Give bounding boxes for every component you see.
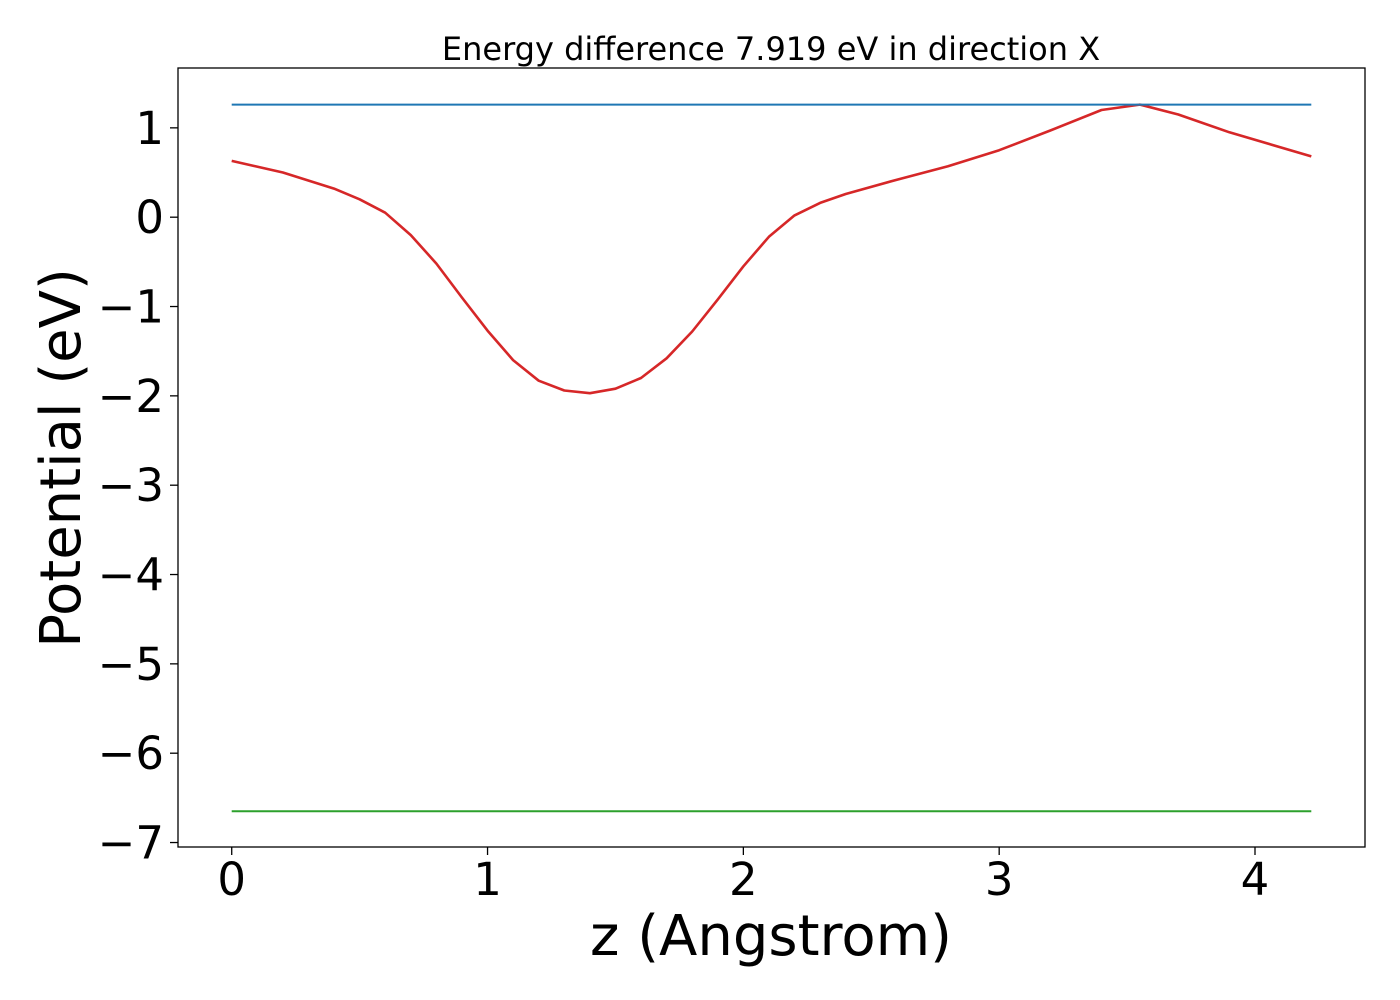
y-axis-label: Potential (eV) xyxy=(29,268,94,648)
x-tick-label: 0 xyxy=(217,853,246,906)
y-tick-label: −3 xyxy=(98,459,164,512)
y-tick-label: 0 xyxy=(135,191,164,244)
y-tick-label: −5 xyxy=(98,638,164,691)
series-line-0 xyxy=(231,103,1312,395)
chart-title: Energy difference 7.919 eV in direction … xyxy=(442,30,1100,68)
y-axis: 1 0 −1 −2 −3 −4 −5 −6 −7 xyxy=(98,102,178,870)
x-tick-label: 2 xyxy=(729,853,758,906)
series-layer xyxy=(231,103,1312,813)
x-axis: 0 1 2 3 4 xyxy=(217,847,1269,906)
y-tick-label: −7 xyxy=(98,817,164,870)
x-tick-label: 4 xyxy=(1241,853,1270,906)
x-tick-label: 1 xyxy=(473,853,502,906)
x-axis-label: z (Angstrom) xyxy=(590,904,952,969)
y-tick-label: −2 xyxy=(98,370,164,423)
y-tick-label: −4 xyxy=(98,549,164,602)
plot-frame xyxy=(177,67,1366,848)
y-tick-label: 1 xyxy=(135,102,164,155)
y-tick-label: −1 xyxy=(98,281,164,334)
x-tick-label: 3 xyxy=(985,853,1014,906)
y-tick-label: −6 xyxy=(98,727,164,780)
